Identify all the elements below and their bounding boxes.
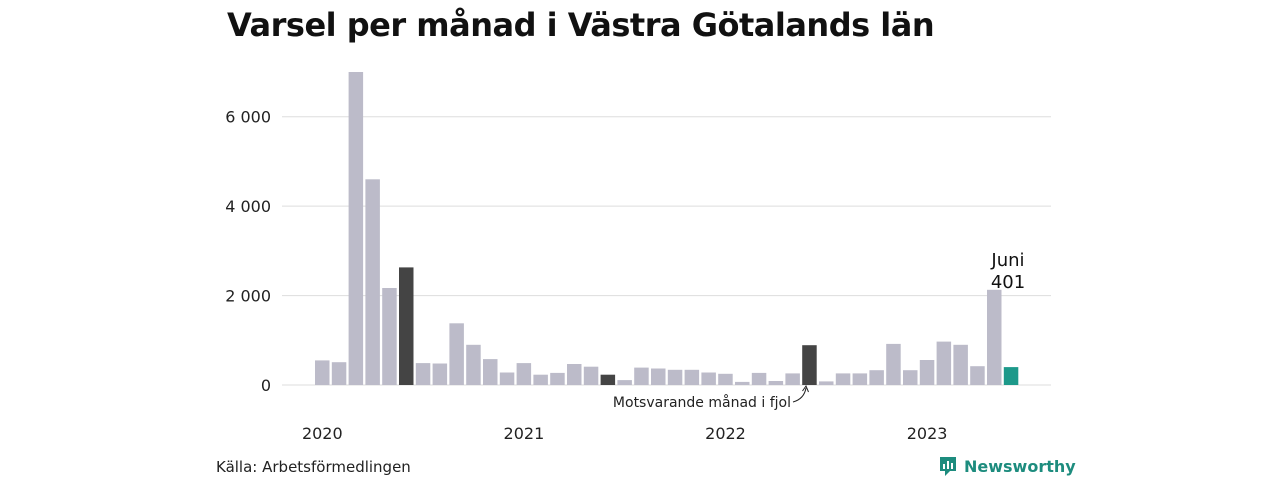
bar (684, 369, 700, 385)
bar (667, 369, 683, 385)
y-axis-ticks: 0 2 000 4 000 6 000 (225, 108, 271, 395)
bar (466, 344, 481, 385)
bar (701, 372, 716, 385)
bar (987, 289, 1002, 385)
bar (315, 360, 330, 385)
x-tick-label: 2023 (907, 424, 948, 443)
bar (869, 370, 884, 385)
grid-lines (282, 116, 1051, 386)
bar-same-month (600, 374, 616, 385)
current-month-label: Juni (990, 250, 1024, 271)
bar (718, 373, 733, 385)
newsworthy-bar-icon (940, 457, 956, 476)
x-tick-label: 2021 (504, 424, 545, 443)
y-tick-label: 0 (261, 376, 271, 395)
y-tick-label: 4 000 (225, 197, 271, 216)
brand-name: Newsworthy (964, 456, 1076, 476)
bar (970, 366, 985, 385)
bar (483, 359, 498, 385)
bar (432, 363, 448, 385)
bar (533, 374, 548, 385)
bar (886, 343, 901, 385)
bar (567, 364, 582, 385)
bar (365, 179, 380, 385)
brand-logo: Newsworthy (938, 455, 1076, 477)
bar (617, 380, 632, 385)
bar (550, 372, 565, 385)
bar-same-month (399, 267, 414, 385)
bar (449, 323, 464, 385)
bar (751, 372, 767, 385)
bar (499, 372, 515, 385)
same-month-arrow (792, 387, 807, 403)
bar (735, 381, 750, 385)
bar-current-month (1003, 367, 1019, 385)
current-value-label: 401 (991, 272, 1025, 293)
bar (919, 360, 935, 385)
bar (415, 363, 431, 385)
chart-title: Varsel per månad i Västra Götalands län (227, 6, 935, 44)
bar (651, 368, 666, 385)
y-tick-label: 6 000 (225, 108, 271, 127)
bar (852, 373, 868, 385)
annotations: Juni 401 Motsvarande månad i fjol (613, 250, 1025, 411)
bar (768, 381, 784, 385)
bar (516, 363, 532, 385)
bar (348, 72, 364, 385)
x-tick-label: 2022 (705, 424, 746, 443)
x-axis-ticks: 2020 2021 2022 2023 (302, 424, 948, 443)
bar (819, 381, 834, 385)
bar (785, 373, 800, 385)
bar (953, 344, 968, 385)
x-tick-label: 2020 (302, 424, 343, 443)
bar (634, 367, 649, 385)
bar (936, 341, 952, 385)
y-tick-label: 2 000 (225, 287, 271, 306)
bar (382, 288, 397, 385)
bar (331, 362, 347, 385)
bar (583, 366, 599, 385)
bars (315, 72, 1019, 385)
bar (903, 370, 918, 385)
bar-same-month (802, 345, 817, 385)
bar (835, 373, 851, 385)
same-month-note: Motsvarande månad i fjol (613, 394, 791, 411)
source-note: Källa: Arbetsförmedlingen (216, 458, 411, 476)
same-month-arrowhead (802, 384, 809, 393)
